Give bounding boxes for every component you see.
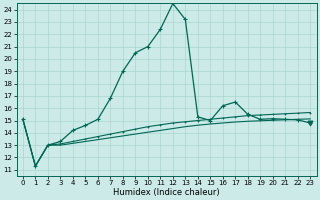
X-axis label: Humidex (Indice chaleur): Humidex (Indice chaleur): [113, 188, 220, 197]
